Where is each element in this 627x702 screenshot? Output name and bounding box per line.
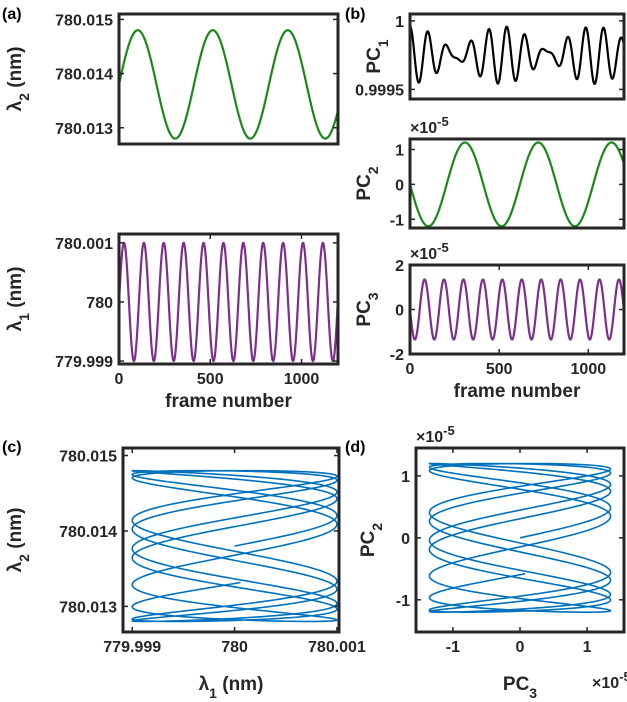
y-tick-label-b-pc3-2: 2 [395,258,404,275]
chart-a-top: 780.013 780.014 780.015 λ2 (nm) [5,12,338,144]
y-tick-label-a-top-1: 780.014 [55,67,113,84]
y-tick-label-d-0: -1 [396,593,410,610]
y-tick-label-c-0: 780.013 [59,599,117,616]
panel-label-d: (d) [345,439,365,456]
series-line-d-0 [429,463,610,612]
series-line-a-bottom-0 [119,243,338,361]
x-axis-label-d: PC3 [503,674,537,701]
x-tick-label-a-bottom-0: 0 [115,371,124,388]
chart-a-bottom: 779.999 780 780.001 0 500 1000 λ1 (nm) frame nu… [5,234,338,412]
y-tick-label-b-pc1-0: 0.9995 [355,82,404,99]
y-axis-label-b-pc1: PC1 [364,39,391,73]
x-tick-label-b-pc3-1: 500 [486,361,513,378]
x-tick-label-d-0: -1 [446,639,460,656]
y-tick-label-c-1: 780.014 [59,524,117,541]
x-exponent-d: ×10-5 [592,669,627,693]
panel-label-a: (a) [2,6,22,23]
y-tick-label-a-top-0: 780.013 [55,121,113,138]
y-axis-label-c: λ2 (nm) [5,508,32,573]
x-axis-label-a-bottom: frame number [165,391,292,412]
y-tick-label-a-bottom-0: 779.999 [55,354,113,371]
y-axis-label-d: PC2 [358,523,385,557]
panel-label-c: (c) [2,439,22,456]
x-tick-label-d-2: 1 [583,639,592,656]
plot-frame-b-pc2 [410,139,624,228]
y-exponent-b-pc3: ×10-5 [410,240,449,264]
series-line-a-top-0 [119,30,338,138]
panel-label-b: (b) [345,6,365,23]
y-exponent-b-pc2: ×10-5 [410,114,449,138]
x-axis-label-b-pc3: frame number [454,381,581,402]
y-tick-label-a-bottom-1: 780 [86,295,113,312]
x-tick-label-c-0: 779.999 [103,639,161,656]
chart-b-pc2: -1 0 1 PC2 ×10-5 [354,114,624,230]
x-axis-label-c: λ1 (nm) [199,674,264,701]
y-tick-label-b-pc3-0: -2 [390,347,404,364]
y-exponent-d: ×10-5 [416,423,455,447]
series-line-c-0 [132,471,337,622]
x-tick-label-b-pc3-0: 0 [406,361,415,378]
x-tick-label-d-1: 0 [516,639,525,656]
y-tick-label-c-2: 780.015 [59,449,117,466]
y-tick-label-b-pc2-1: 0 [395,177,404,194]
x-tick-label-c-2: 780.001 [308,639,366,656]
x-tick-label-c-1: 780 [221,639,248,656]
chart-c: 780.013 780.014 780.015 779.999 780 780.001 λ2… [5,448,366,701]
y-axis-label-a-bottom: λ1 (nm) [5,267,32,332]
x-tick-label-b-pc3-2: 1000 [571,361,607,378]
y-tick-label-b-pc2-0: -1 [390,212,404,229]
series-line-b-pc1-0 [410,26,624,84]
series-line-b-pc2-0 [410,142,624,226]
y-axis-label-b-pc2: PC2 [354,166,381,200]
y-axis-label-b-pc3: PC3 [354,292,381,326]
y-tick-label-b-pc2-2: 1 [395,142,404,159]
y-axis-label-a-top: λ2 (nm) [5,47,32,112]
y-tick-label-b-pc1-1: 1 [395,14,404,31]
chart-d: -1 0 1 -1 0 1 PC2 PC3 ×10-5 ×10-5 [358,423,627,702]
y-tick-label-d-2: 1 [401,469,410,486]
y-tick-label-a-bottom-2: 780.001 [55,236,113,253]
y-tick-label-d-1: 0 [401,531,410,548]
y-tick-label-b-pc3-1: 0 [395,303,404,320]
x-tick-label-a-bottom-2: 1000 [284,371,320,388]
series-line-b-pc3-0 [410,279,624,339]
x-tick-label-a-bottom-1: 500 [197,371,224,388]
y-tick-label-a-top-2: 780.015 [55,12,113,29]
